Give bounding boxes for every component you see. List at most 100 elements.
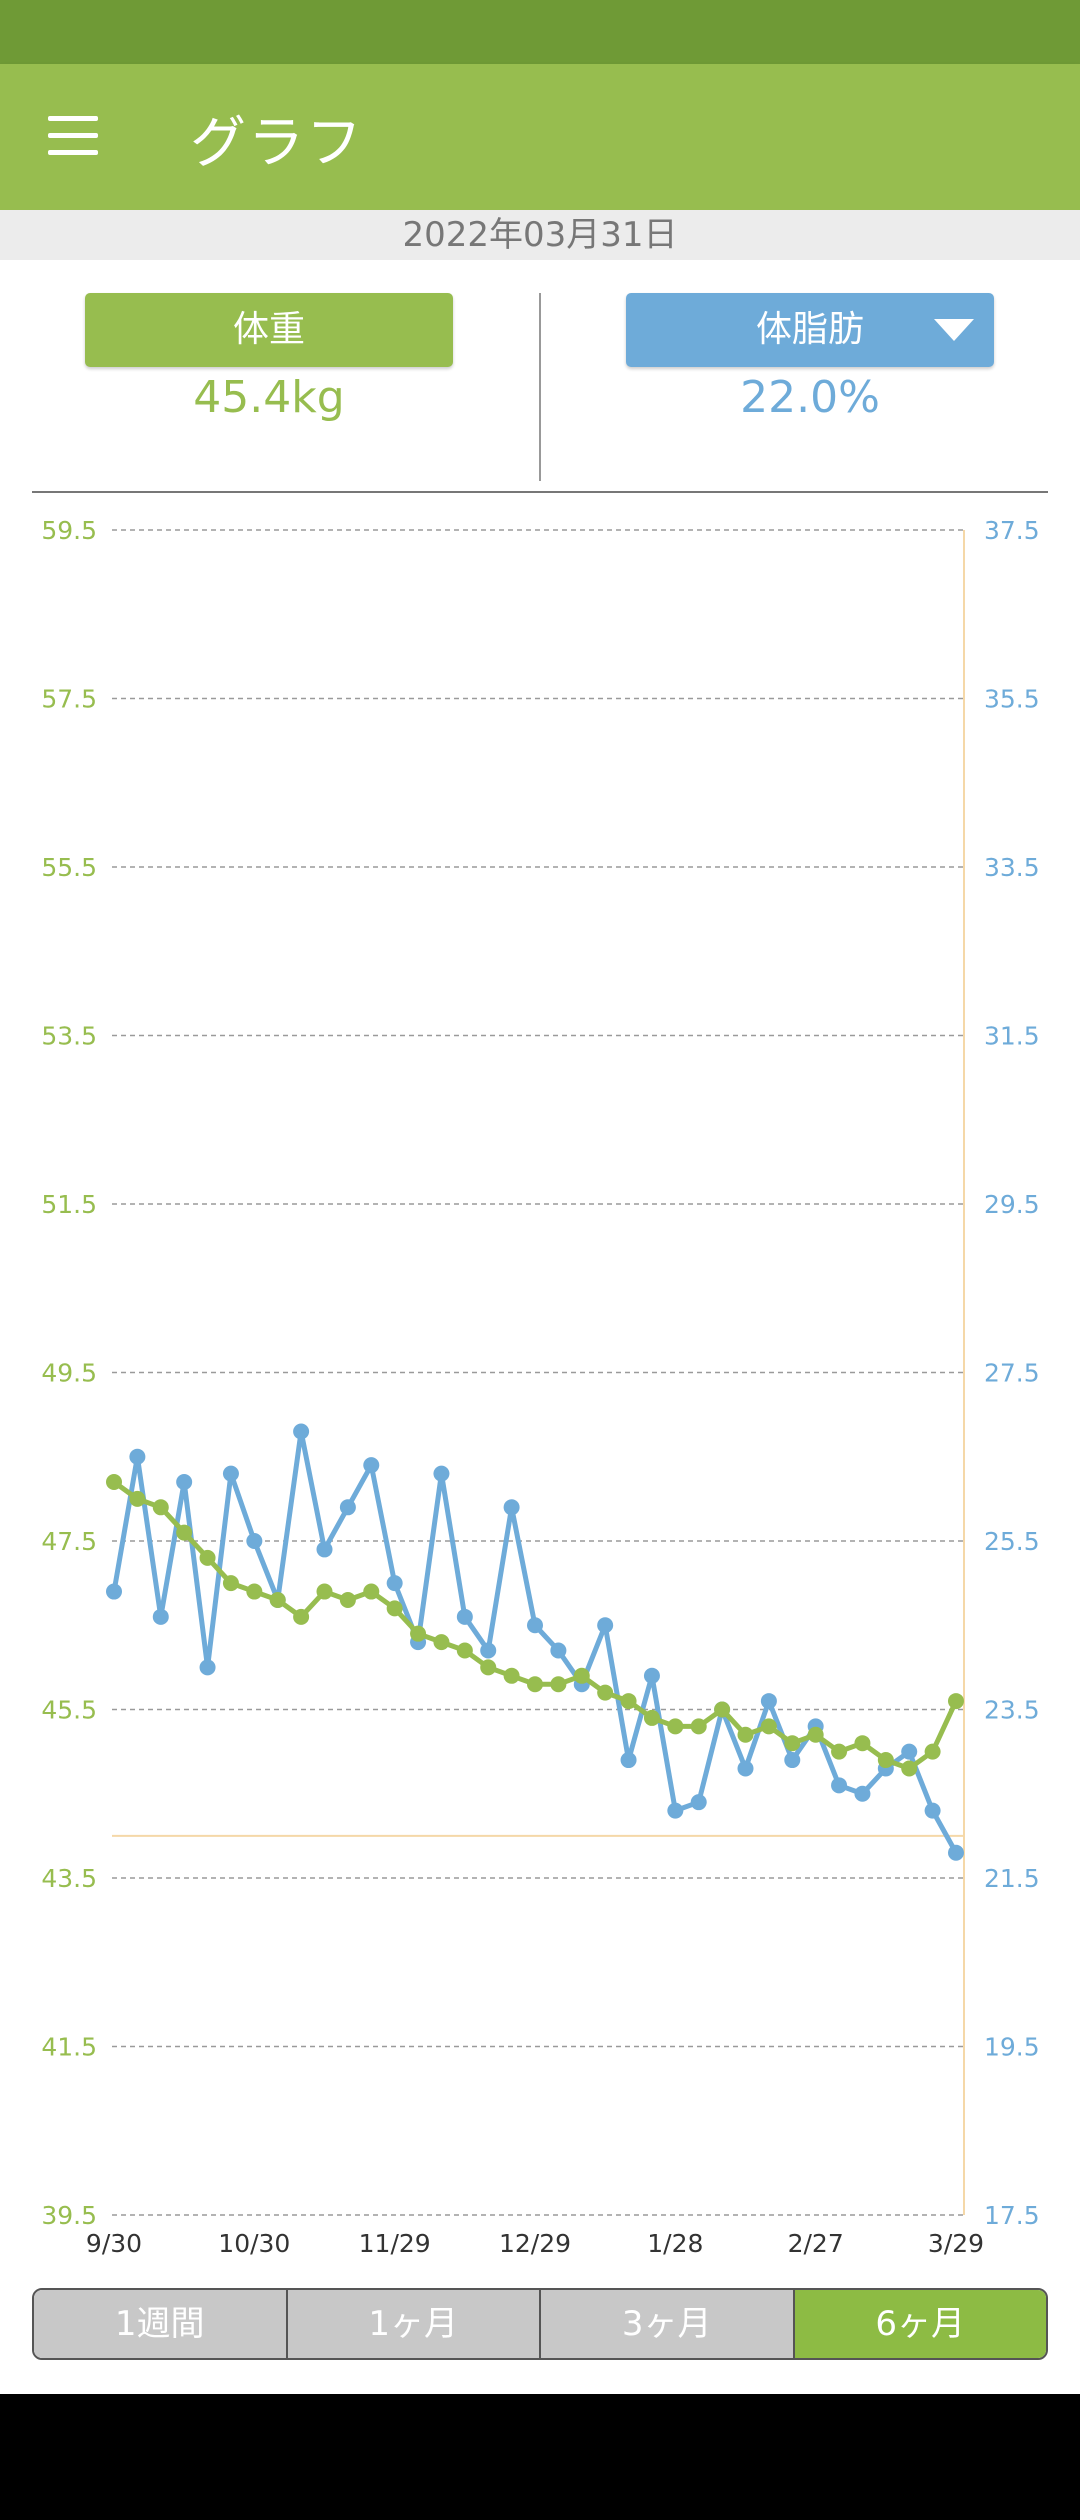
x-axis-tick-label: 1/28 [647, 2229, 703, 2258]
system-nav-bar [0, 2394, 1080, 2520]
x-axis-tick-label: 10/30 [218, 2229, 290, 2258]
x-axis-tick-label: 3/29 [928, 2229, 984, 2258]
right-axis-tick-label: 21.5 [984, 1864, 1040, 1893]
left-axis-tick-label: 53.5 [41, 1022, 97, 1051]
weight-data-point [269, 1591, 286, 1608]
weight-data-point [620, 1693, 637, 1710]
weight-data-point [363, 1583, 380, 1600]
weight-data-point [643, 1709, 660, 1726]
body-fat-data-point [760, 1693, 777, 1710]
range-tab-6months[interactable]: 6ヶ月 [794, 2290, 1046, 2358]
body-fat-data-point [643, 1667, 660, 1684]
metric-divider [539, 293, 541, 481]
body-fat-data-point [597, 1617, 614, 1634]
body-fat-data-point [386, 1575, 403, 1592]
body-fat-data-point [456, 1608, 473, 1625]
weight-body-fat-chart: 59.5 37.5 57.5 35.5 55.5 33.5 53.5 31.5 51.5 29.5… [41, 516, 1040, 2258]
body-fat-data-point [737, 1760, 754, 1777]
weight-data-point [246, 1583, 263, 1600]
weight-data-point [690, 1718, 707, 1735]
body-fat-data-point [854, 1785, 871, 1802]
weight-data-point [293, 1608, 310, 1625]
body-fat-data-point [948, 1844, 964, 1861]
weight-data-point [714, 1701, 731, 1718]
weight-data-point [503, 1667, 520, 1684]
body-fat-data-point [316, 1541, 333, 1558]
weight-data-point [176, 1524, 193, 1541]
left-axis-tick-label: 51.5 [41, 1190, 97, 1219]
weight-data-point [901, 1760, 918, 1777]
right-axis-tick-label: 37.5 [984, 516, 1040, 545]
body-fat-data-point [901, 1743, 918, 1760]
left-axis-tick-label: 57.5 [41, 685, 97, 714]
weight-data-point [222, 1575, 239, 1592]
weight-data-point [550, 1676, 567, 1693]
weight-data-point [737, 1726, 754, 1743]
left-axis-tick-label: 49.5 [41, 1359, 97, 1388]
body-fat-label: 体脂肪 [755, 309, 864, 350]
body-fat-data-point [293, 1423, 310, 1440]
dropdown-arrow-icon [934, 319, 974, 341]
weight-data-point [527, 1676, 543, 1693]
left-axis-tick-label: 39.5 [41, 2201, 97, 2230]
body-fat-data-point [924, 1802, 941, 1819]
body-fat-data-point [246, 1533, 263, 1549]
body-fat-data-point [339, 1499, 356, 1516]
body-fat-data-point [152, 1608, 169, 1625]
body-fat-data-point [433, 1465, 450, 1482]
body-fat-data-point [129, 1448, 146, 1465]
weight-value: 45.4kg [193, 372, 345, 423]
weight-data-point [129, 1490, 146, 1507]
right-axis-tick-label: 35.5 [984, 685, 1040, 714]
left-axis-tick-label: 43.5 [41, 1864, 97, 1893]
body-fat-data-point [667, 1802, 684, 1819]
weight-data-point [152, 1499, 169, 1516]
body-fat-value: 22.0% [740, 372, 880, 423]
weight-button[interactable]: 体重 [85, 293, 453, 367]
app-bar: グラフ [0, 64, 1080, 210]
weight-data-point [597, 1684, 614, 1701]
weight-data-point [573, 1667, 590, 1684]
body-fat-data-point [222, 1465, 239, 1482]
body-fat-data-point [503, 1499, 520, 1516]
left-axis-tick-label: 55.5 [41, 853, 97, 882]
range-tab-1week[interactable]: 1週間 [34, 2290, 288, 2358]
left-axis-tick-label: 41.5 [41, 2033, 97, 2062]
weight-data-point [667, 1718, 684, 1735]
body-fat-series-line [111, 1428, 959, 1854]
range-tab-1month[interactable]: 1ヶ月 [287, 2290, 541, 2358]
body-fat-data-point [106, 1583, 122, 1600]
weight-data-point [480, 1659, 497, 1676]
body-fat-data-point [690, 1794, 707, 1811]
body-fat-data-point [199, 1659, 216, 1676]
weight-data-point [106, 1474, 122, 1491]
weight-data-point [877, 1752, 894, 1769]
body-fat-data-point [784, 1752, 801, 1769]
weight-data-point [760, 1718, 777, 1735]
weight-data-point [386, 1600, 403, 1617]
current-date: 2022年03月31日 [0, 210, 1080, 260]
right-axis-tick-label: 17.5 [984, 2201, 1040, 2230]
weight-label: 体重 [232, 309, 305, 350]
weight-data-point [924, 1743, 941, 1760]
left-axis-tick-label: 59.5 [41, 516, 97, 545]
weight-data-point [807, 1726, 824, 1743]
right-axis-tick-label: 33.5 [984, 853, 1040, 882]
body-fat-data-point [527, 1617, 543, 1634]
weight-data-point [410, 1625, 427, 1642]
page-title: グラフ [190, 111, 364, 176]
body-fat-data-point [620, 1752, 637, 1769]
body-fat-dropdown[interactable]: 体脂肪 [626, 293, 994, 367]
weight-data-point [948, 1693, 964, 1710]
weight-data-point [339, 1591, 356, 1608]
range-tab-3months[interactable]: 3ヶ月 [541, 2290, 795, 2358]
body-fat-data-point [176, 1474, 193, 1491]
right-axis-tick-label: 25.5 [984, 1527, 1040, 1556]
right-axis-tick-label: 27.5 [984, 1359, 1040, 1388]
weight-data-point [831, 1743, 848, 1760]
status-bar [0, 0, 1080, 64]
weight-data-point [199, 1549, 216, 1566]
weight-data-point [784, 1735, 801, 1752]
x-axis-tick-label: 11/29 [359, 2229, 431, 2258]
hamburger-menu-icon[interactable] [48, 116, 98, 156]
